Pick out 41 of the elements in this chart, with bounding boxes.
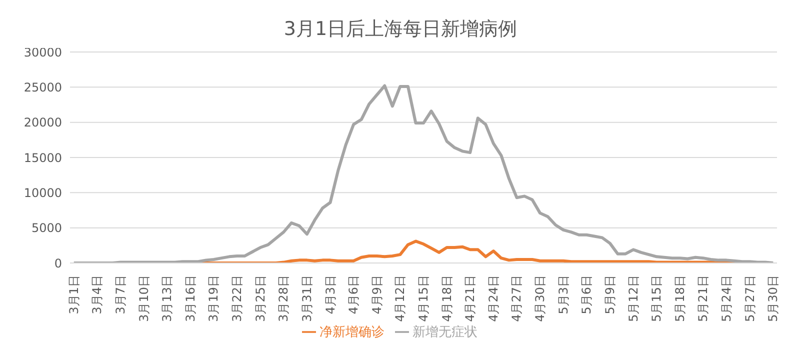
x-tick-label: 3月16日 — [183, 275, 198, 322]
x-tick-label: 3月10日 — [136, 275, 151, 322]
x-tick-label: 3月28日 — [276, 275, 291, 322]
x-tick-label: 5月12日 — [626, 275, 640, 322]
x-tick-label: 4月27日 — [510, 275, 524, 322]
chart-title: 3月1日后上海每日新增病例 — [284, 18, 518, 40]
x-tick-label: 4月12日 — [393, 275, 408, 322]
x-tick-label: 3月25日 — [253, 275, 268, 322]
legend-label: 净新增确诊 — [320, 325, 384, 340]
x-tick-label: 4月21日 — [463, 275, 478, 322]
x-tick-label: 5月3日 — [556, 275, 570, 314]
y-tick-label: 0 — [54, 256, 62, 270]
x-tick-label: 5月30日 — [766, 275, 780, 322]
y-tick-label: 25000 — [24, 80, 62, 94]
x-tick-label: 5月21日 — [696, 275, 710, 322]
x-tick-label: 5月24日 — [720, 275, 734, 322]
x-tick-label: 3月22日 — [230, 275, 244, 322]
x-tick-label: 3月31日 — [300, 275, 314, 322]
x-tick-label: 5月6日 — [580, 275, 594, 314]
x-tick-label: 5月9日 — [602, 275, 617, 314]
line-series — [72, 84, 775, 263]
x-tick-label: 3月4日 — [90, 275, 104, 314]
y-tick-label: 10000 — [24, 186, 62, 200]
y-tick-label: 5000 — [31, 221, 62, 236]
x-tick-label: 4月9日 — [370, 275, 384, 314]
x-tick-label: 3月1日 — [66, 275, 81, 314]
x-tick-label: 5月15日 — [650, 275, 664, 322]
y-tick-label: 15000 — [24, 150, 62, 165]
x-tick-label: 4月6日 — [346, 275, 361, 314]
legend-label: 新增无症状 — [412, 325, 478, 340]
x-tick-label: 3月13日 — [160, 275, 174, 322]
x-tick-label: 4月3日 — [323, 275, 338, 314]
x-tick-label: 4月30日 — [533, 275, 548, 322]
x-tick-label: 3月19日 — [206, 275, 221, 322]
y-tick-label: 20000 — [24, 116, 62, 130]
x-tick-label: 3月7日 — [114, 275, 128, 314]
x-tick-label: 4月18日 — [440, 275, 454, 322]
x-tick-label: 4月24日 — [486, 275, 500, 322]
x-tick-label: 5月18日 — [672, 275, 687, 322]
x-tick-label: 5月27日 — [742, 275, 757, 322]
x-tick-label: 4月15日 — [416, 275, 430, 322]
